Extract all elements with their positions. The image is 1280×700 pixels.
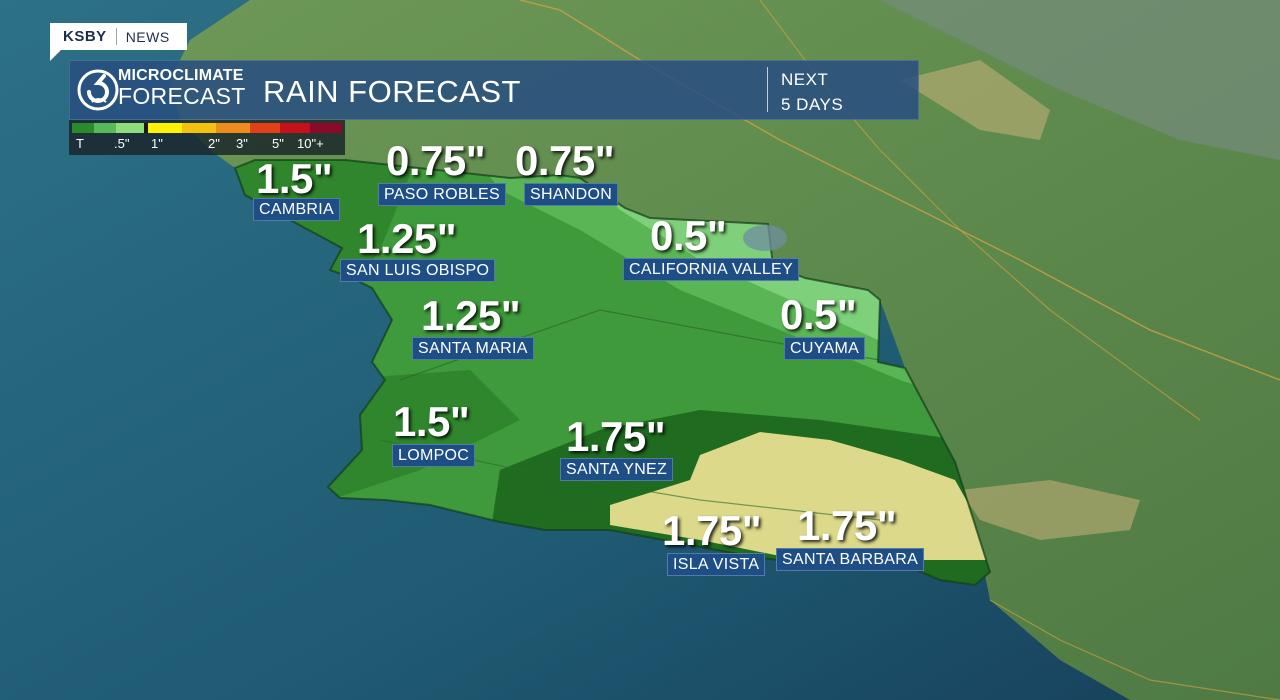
legend-tick: 5" — [272, 136, 284, 151]
rain-amount-lompoc: 1.5" — [393, 398, 470, 445]
station-bug-tail — [50, 50, 61, 61]
microclimate-logo-icon — [77, 69, 119, 111]
forecast-period: NEXT 5 DAYS — [781, 67, 843, 117]
forecast-title: RAIN FORECAST — [263, 74, 521, 109]
station-name: KSBY — [63, 28, 107, 45]
legend-tick: .5" — [114, 136, 130, 151]
rain-amount-santa-barbara: 1.75" — [797, 502, 897, 549]
legend-swatch — [310, 123, 342, 133]
station-divider — [115, 28, 117, 45]
location-label-cambria: CAMBRIA — [253, 198, 340, 221]
header-divider — [767, 67, 768, 112]
rain-amount-shandon: 0.75" — [515, 137, 615, 184]
location-label-paso-robles: PASO ROBLES — [378, 183, 506, 206]
location-label-santa-maria: SANTA MARIA — [412, 337, 534, 360]
legend-tick: 3" — [236, 136, 248, 151]
legend-swatch — [182, 123, 216, 133]
rain-amount-california-valley: 0.5" — [650, 212, 727, 259]
zone-max-rain — [610, 432, 990, 560]
legend-swatch — [280, 123, 310, 133]
location-label-isla-vista: ISLA VISTA — [667, 553, 766, 576]
rain-amount-paso-robles: 0.75" — [386, 137, 486, 184]
logo-line-1: MICROCLIMATE — [118, 67, 244, 84]
rain-amount-cuyama: 0.5" — [780, 291, 857, 338]
legend-swatch — [144, 123, 148, 133]
soda-lake — [743, 225, 787, 251]
location-label-shandon: SHANDON — [524, 183, 619, 206]
logo-line-2: FORECAST — [118, 83, 246, 109]
legend-tick: T — [76, 136, 84, 151]
period-line-2: 5 DAYS — [781, 95, 844, 114]
mountain-haze — [880, 0, 1280, 160]
location-label-san-luis-obispo: SAN LUIS OBISPO — [340, 259, 496, 282]
rain-amount-isla-vista: 1.75" — [662, 507, 762, 554]
legend-swatch — [216, 123, 250, 133]
legend-color-scale — [72, 123, 342, 133]
legend-tick: 2" — [208, 136, 220, 151]
location-label-santa-barbara: SANTA BARBARA — [776, 548, 925, 571]
location-label-cuyama: CUYAMA — [784, 337, 866, 360]
legend-tick: 10"+ — [297, 136, 324, 151]
legend-swatch — [94, 123, 116, 133]
legend-swatch — [72, 123, 94, 133]
zone-1-5-inch-west — [330, 370, 520, 500]
location-label-california-valley: CALIFORNIA VALLEY — [623, 258, 799, 281]
legend-tick: 1" — [151, 136, 163, 151]
location-label-santa-ynez: SANTA YNEZ — [560, 458, 674, 481]
rain-amount-cambria: 1.5" — [256, 155, 333, 202]
rain-legend: T .5" 1" 2" 3" 5" 10"+ — [69, 120, 345, 155]
rain-amount-santa-maria: 1.25" — [421, 292, 521, 339]
legend-swatch — [148, 123, 182, 133]
station-section: NEWS — [125, 28, 170, 45]
legend-swatch — [116, 123, 144, 133]
legend-swatch — [250, 123, 280, 133]
period-line-1: NEXT — [781, 70, 829, 89]
dry-ridge-south — [960, 480, 1140, 540]
rain-amount-santa-ynez: 1.75" — [566, 413, 666, 460]
location-label-lompoc: LOMPOC — [392, 444, 476, 467]
highway-line — [989, 599, 1280, 700]
dry-ridge — [900, 60, 1050, 140]
forecast-header: MICROCLIMATE FORECAST RAIN FORECAST NEXT… — [69, 60, 919, 120]
logo-text: MICROCLIMATE FORECAST — [118, 67, 246, 110]
highway-line — [519, 0, 1280, 381]
station-bug: KSBY NEWS — [50, 23, 187, 61]
rain-amount-san-luis-obispo: 1.25" — [357, 215, 457, 262]
